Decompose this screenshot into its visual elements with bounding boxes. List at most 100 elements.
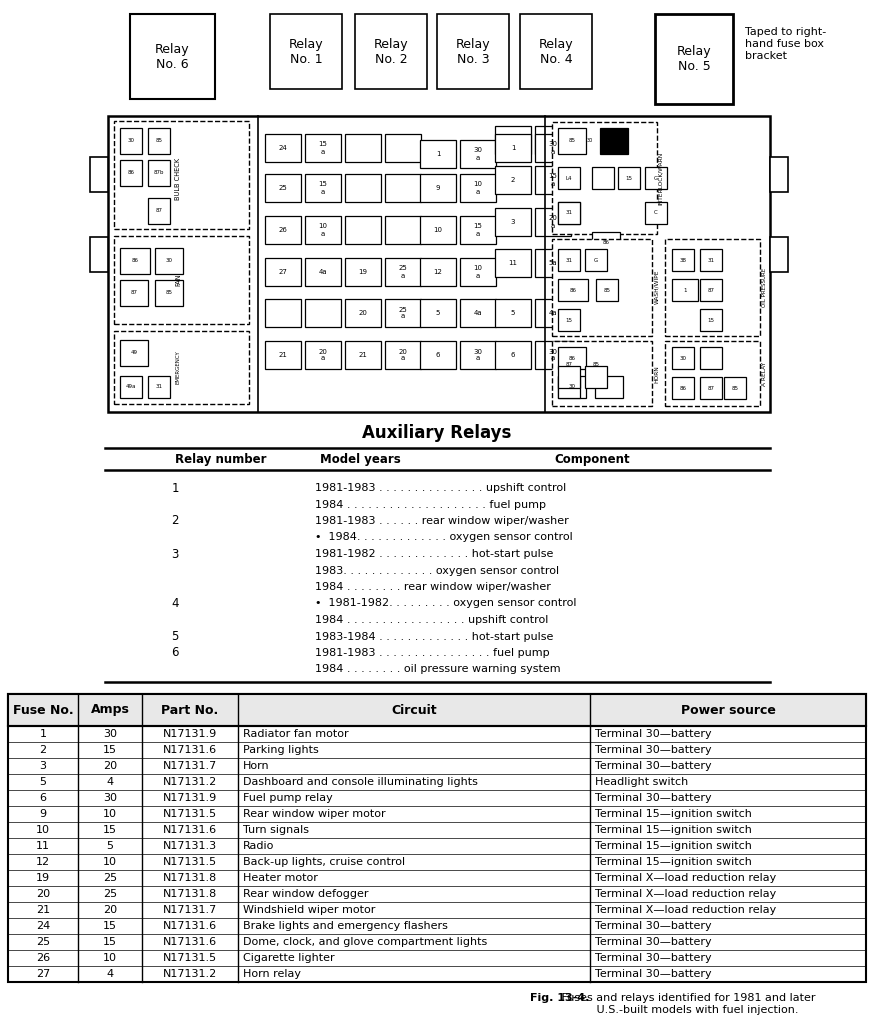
Bar [148, 160, 170, 186]
Bar [535, 341, 571, 369]
Text: 15: 15 [103, 937, 117, 947]
Bar [460, 140, 496, 168]
Text: 1984 . . . . . . . . oil pressure warning system: 1984 . . . . . . . . oil pressure warnin… [315, 665, 560, 675]
Text: 86: 86 [128, 171, 135, 175]
Text: 4a: 4a [549, 310, 558, 316]
Text: N17131.5: N17131.5 [163, 953, 217, 963]
Text: Radio: Radio [243, 841, 274, 851]
Bar [460, 216, 496, 244]
Text: U.S.-built models with fuel injection.: U.S.-built models with fuel injection. [530, 1005, 799, 1015]
Text: C: C [654, 211, 658, 215]
Text: 20: 20 [103, 761, 117, 771]
Text: BULB CHECK: BULB CHECK [175, 158, 181, 200]
Bar [120, 376, 142, 398]
Bar [495, 299, 531, 327]
Text: Fig. 13-4.: Fig. 13-4. [530, 993, 589, 1002]
Text: WASH/WIPE: WASH/WIPE [654, 269, 659, 304]
Text: 24: 24 [279, 145, 288, 151]
Text: 30
a: 30 a [474, 348, 482, 361]
Text: 15
a: 15 a [549, 173, 558, 186]
Text: Dome, clock, and glove compartment lights: Dome, clock, and glove compartment light… [243, 937, 487, 947]
Text: Terminal 15—ignition switch: Terminal 15—ignition switch [595, 825, 752, 835]
Bar [558, 128, 586, 154]
Text: N17131.9: N17131.9 [163, 793, 217, 803]
Bar [585, 366, 607, 388]
Text: 6: 6 [39, 793, 46, 803]
Bar [108, 116, 770, 412]
Text: Terminal X—load reduction relay: Terminal X—load reduction relay [595, 873, 776, 883]
Text: 4: 4 [567, 175, 571, 180]
Bar [672, 279, 698, 301]
Bar [385, 341, 421, 369]
Text: 10
a: 10 a [474, 181, 482, 195]
Text: Cigarette lighter: Cigarette lighter [243, 953, 335, 963]
Text: HORN: HORN [654, 366, 659, 383]
Bar [120, 248, 150, 274]
Bar [120, 340, 148, 366]
Text: •  1984. . . . . . . . . . . . . oxygen sensor control: • 1984. . . . . . . . . . . . . oxygen s… [315, 532, 572, 543]
Text: 30: 30 [165, 258, 172, 263]
Bar [535, 208, 571, 236]
Bar [495, 166, 531, 194]
Text: Model years: Model years [320, 453, 401, 466]
Bar [420, 299, 456, 327]
Bar [495, 249, 531, 278]
Text: Relay
No. 6: Relay No. 6 [155, 43, 190, 71]
Text: 1: 1 [510, 145, 516, 151]
Text: 85: 85 [165, 291, 172, 296]
Text: Heater motor: Heater motor [243, 873, 318, 883]
Text: 1983-1984 . . . . . . . . . . . . . hot-start pulse: 1983-1984 . . . . . . . . . . . . . hot-… [315, 632, 553, 641]
Text: 27: 27 [36, 969, 50, 979]
Text: 5: 5 [171, 630, 178, 643]
Text: 4: 4 [171, 597, 179, 610]
Text: 1983. . . . . . . . . . . . . oxygen sensor control: 1983. . . . . . . . . . . . . oxygen sen… [315, 565, 559, 575]
Text: 15: 15 [103, 745, 117, 755]
Bar [345, 341, 381, 369]
Bar [120, 160, 142, 186]
Bar [345, 174, 381, 202]
Text: FAN: FAN [175, 273, 181, 287]
Bar [270, 14, 342, 89]
Text: Headlight switch: Headlight switch [595, 777, 688, 787]
Text: N17131.5: N17131.5 [163, 809, 217, 819]
Text: G: G [654, 175, 658, 180]
Text: 1984 . . . . . . . . rear window wiper/washer: 1984 . . . . . . . . rear window wiper/w… [315, 582, 551, 592]
Text: 5a: 5a [549, 260, 558, 266]
Text: Terminal 30—battery: Terminal 30—battery [595, 793, 711, 803]
Text: 15
a: 15 a [318, 181, 328, 195]
Bar [385, 216, 421, 244]
Text: 4a: 4a [319, 269, 327, 275]
Text: Terminal 30—battery: Terminal 30—battery [595, 953, 711, 963]
Text: 30
a: 30 a [474, 147, 482, 161]
Bar [148, 376, 170, 398]
Bar [535, 166, 571, 194]
Bar [130, 14, 215, 99]
Bar [672, 249, 694, 271]
Bar [535, 126, 571, 154]
Text: 15
a: 15 a [318, 141, 328, 155]
Text: 4: 4 [107, 969, 114, 979]
Text: N17131.6: N17131.6 [163, 745, 217, 755]
Text: Fuses and relays identified for 1981 and later: Fuses and relays identified for 1981 and… [530, 993, 815, 1002]
Bar [495, 208, 531, 236]
Bar [385, 174, 421, 202]
Text: Fuel pump relay: Fuel pump relay [243, 793, 333, 803]
Text: 10: 10 [103, 953, 117, 963]
Bar [460, 174, 496, 202]
Text: N17131.5: N17131.5 [163, 857, 217, 867]
Text: 30: 30 [103, 793, 117, 803]
Text: 9: 9 [39, 809, 46, 819]
Text: Terminal 15—ignition switch: Terminal 15—ignition switch [595, 857, 752, 867]
Bar [592, 232, 620, 254]
Text: Parking lights: Parking lights [243, 745, 319, 755]
Bar [8, 694, 866, 982]
Text: G: G [593, 257, 598, 262]
Text: 15: 15 [103, 825, 117, 835]
Bar [305, 341, 341, 369]
Text: 6: 6 [510, 352, 516, 358]
Bar [385, 299, 421, 327]
Bar [724, 377, 746, 399]
Text: Amps: Amps [91, 703, 129, 717]
Bar [460, 341, 496, 369]
Bar [305, 174, 341, 202]
